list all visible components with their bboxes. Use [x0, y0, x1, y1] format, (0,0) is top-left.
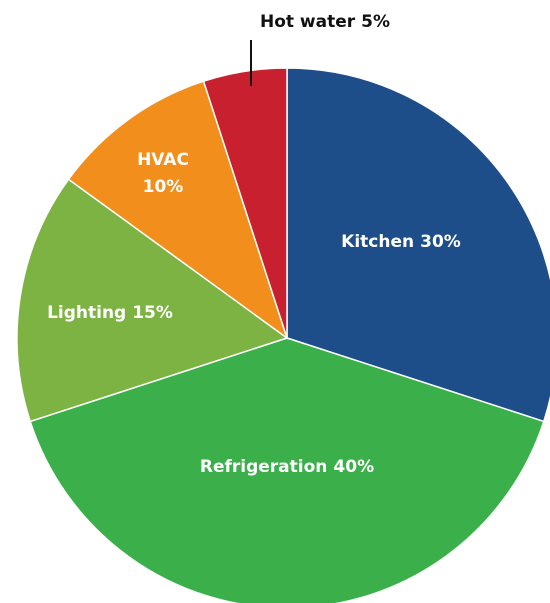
slice-name: Kitchen: [341, 232, 414, 252]
pie-slice: [286, 67, 550, 423]
slice-label: Lighting 15%: [47, 303, 173, 323]
pie-slice: [16, 178, 289, 423]
slice-value: 5%: [361, 12, 390, 32]
slice-value: 30%: [420, 232, 461, 252]
slice-label: HVAC 10%: [137, 150, 189, 197]
slice-name: Lighting: [47, 303, 126, 323]
pie-slice: [67, 80, 289, 340]
pie-slice: [202, 67, 288, 339]
slice-name: Hot water: [260, 12, 356, 32]
slice-name: Refrigeration: [200, 457, 328, 477]
slice-label: Hot water 5%: [260, 12, 390, 32]
pie: [16, 67, 550, 603]
slice-value: 15%: [132, 303, 173, 323]
slice-label: Refrigeration 40%: [200, 457, 374, 477]
slice-value: 10%: [143, 177, 184, 197]
slice-label: Kitchen 30%: [341, 232, 461, 252]
pie-slice: [29, 337, 545, 603]
slice-name: HVAC: [137, 150, 189, 170]
labels: Kitchen 30% Refrigeration 40% Lighting 15% HVA…: [47, 12, 461, 477]
slice-value: 40%: [333, 457, 374, 477]
